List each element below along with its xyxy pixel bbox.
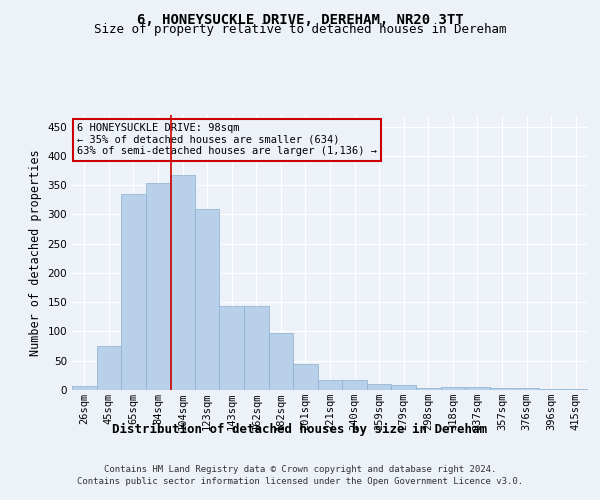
Text: Contains HM Land Registry data © Crown copyright and database right 2024.: Contains HM Land Registry data © Crown c… (104, 465, 496, 474)
Bar (416, 388, 440, 390)
Text: Size of property relative to detached houses in Dereham: Size of property relative to detached ho… (94, 22, 506, 36)
Text: Contains public sector information licensed under the Open Government Licence v3: Contains public sector information licen… (77, 478, 523, 486)
Bar (72, 386, 97, 390)
Bar (97, 346, 121, 390)
Y-axis label: Number of detached properties: Number of detached properties (29, 149, 42, 356)
Text: 6 HONEYSUCKLE DRIVE: 98sqm
← 35% of detached houses are smaller (634)
63% of sem: 6 HONEYSUCKLE DRIVE: 98sqm ← 35% of deta… (77, 123, 377, 156)
Bar (293, 364, 318, 390)
Bar (121, 194, 146, 390)
Bar (514, 388, 539, 390)
Bar (318, 380, 342, 390)
Bar (465, 387, 490, 390)
Bar (146, 184, 170, 390)
Bar (195, 208, 220, 390)
Bar (269, 332, 293, 390)
Bar (220, 306, 244, 390)
Bar (490, 388, 514, 390)
Bar (440, 387, 465, 390)
Text: Distribution of detached houses by size in Dereham: Distribution of detached houses by size … (113, 422, 487, 436)
Text: 6, HONEYSUCKLE DRIVE, DEREHAM, NR20 3TT: 6, HONEYSUCKLE DRIVE, DEREHAM, NR20 3TT (137, 12, 463, 26)
Bar (539, 389, 563, 390)
Bar (170, 174, 195, 390)
Bar (391, 384, 416, 390)
Bar (342, 380, 367, 390)
Bar (367, 384, 391, 390)
Bar (244, 306, 269, 390)
